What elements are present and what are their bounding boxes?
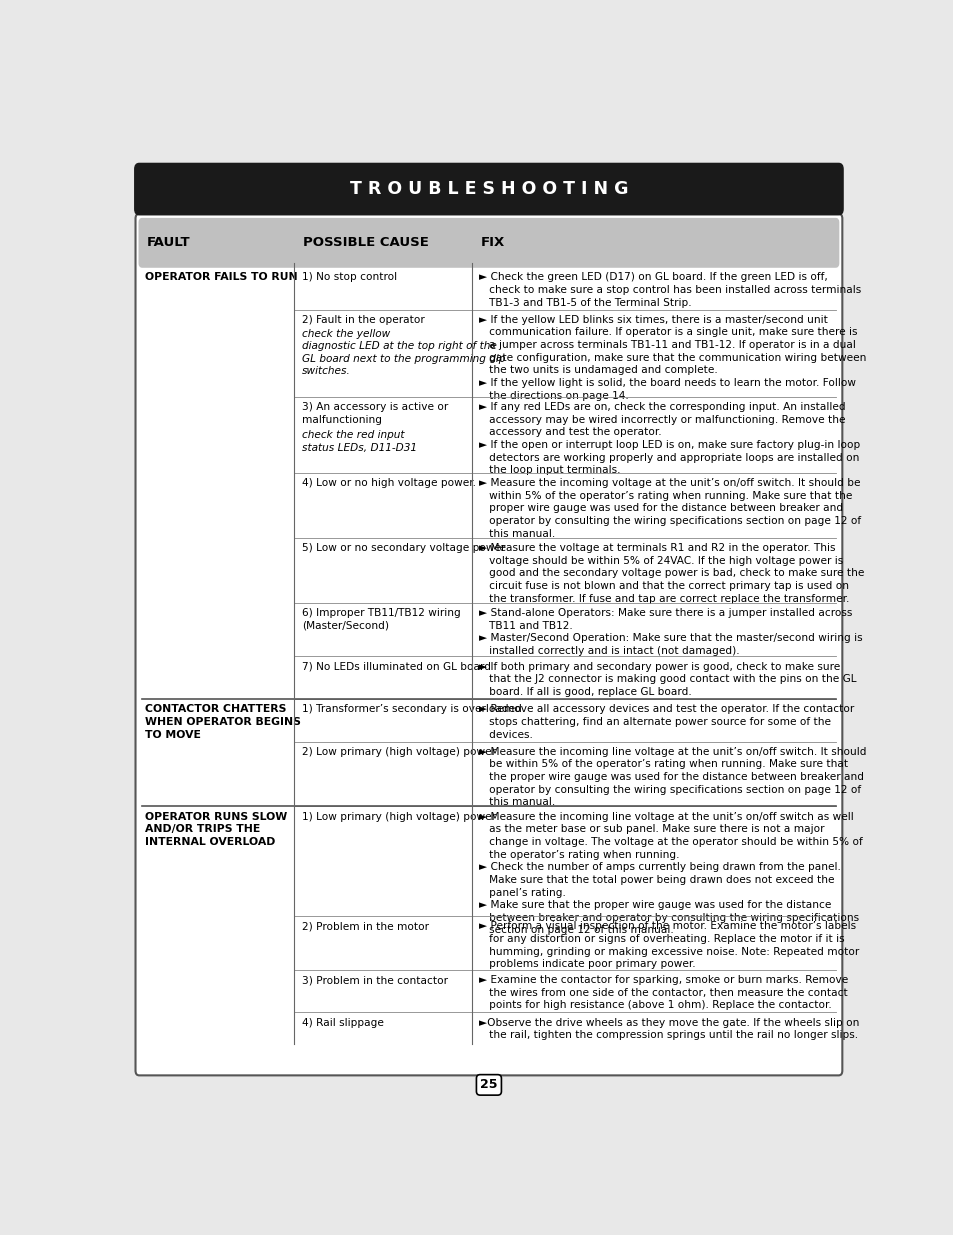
Text: ►Observe the drive wheels as they move the gate. If the wheels slip on
   the ra: ►Observe the drive wheels as they move t… [478,1018,859,1040]
Text: 7) No LEDs illuminated on GL board: 7) No LEDs illuminated on GL board [301,662,491,672]
Text: ► Measure the voltage at terminals R1 and R2 in the operator. This
   voltage sh: ► Measure the voltage at terminals R1 an… [478,543,863,604]
Text: 3) An accessory is active or
malfunctioning: 3) An accessory is active or malfunction… [301,403,448,425]
Text: ► Perform a visual inspection of the motor. Examine the motor’s labels
   for an: ► Perform a visual inspection of the mot… [478,921,859,969]
Text: 4) Rail slippage: 4) Rail slippage [301,1018,383,1028]
Text: ► Measure the incoming line voltage at the unit’s on/off switch. It should
   be: ► Measure the incoming line voltage at t… [478,747,866,808]
Text: CONTACTOR CHATTERS
WHEN OPERATOR BEGINS
TO MOVE: CONTACTOR CHATTERS WHEN OPERATOR BEGINS … [145,704,301,740]
Text: check the red input
status LEDs, D11-D31: check the red input status LEDs, D11-D31 [301,430,416,453]
Text: POSSIBLE CAUSE: POSSIBLE CAUSE [303,236,429,249]
Text: 6) Improper TB11/TB12 wiring
(Master/Second): 6) Improper TB11/TB12 wiring (Master/Sec… [301,608,460,631]
FancyBboxPatch shape [134,163,842,215]
Text: ► Measure the incoming voltage at the unit’s on/off switch. It should be
   with: ► Measure the incoming voltage at the un… [478,478,861,538]
Text: 25: 25 [479,1078,497,1092]
Text: 1) Low primary (high voltage) power: 1) Low primary (high voltage) power [301,811,496,821]
Text: 2) Fault in the operator: 2) Fault in the operator [301,315,428,325]
Text: 4) Low or no high voltage power.: 4) Low or no high voltage power. [301,478,476,488]
Text: ► Check the green LED (D17) on GL board. If the green LED is off,
   check to ma: ► Check the green LED (D17) on GL board.… [478,272,861,308]
Text: OPERATOR FAILS TO RUN: OPERATOR FAILS TO RUN [145,272,297,283]
Text: ► Remove all accessory devices and test the operator. If the contactor
   stops : ► Remove all accessory devices and test … [478,704,854,740]
FancyBboxPatch shape [139,219,838,267]
Text: 5) Low or no secondary voltage power: 5) Low or no secondary voltage power [301,543,505,553]
Text: 2) Low primary (high voltage) power: 2) Low primary (high voltage) power [301,747,496,757]
Text: 1) Transformer’s secondary is overloaded: 1) Transformer’s secondary is overloaded [301,704,521,714]
Text: T R O U B L E S H O O T I N G: T R O U B L E S H O O T I N G [350,180,627,198]
Text: FAULT: FAULT [147,236,190,249]
Text: OPERATOR RUNS SLOW
AND/OR TRIPS THE
INTERNAL OVERLOAD: OPERATOR RUNS SLOW AND/OR TRIPS THE INTE… [145,811,287,847]
Text: ► If any red LEDs are on, check the corresponding input. An installed
   accesso: ► If any red LEDs are on, check the corr… [478,403,860,475]
Text: 3) Problem in the contactor: 3) Problem in the contactor [301,976,447,986]
Text: ► Measure the incoming line voltage at the unit’s on/off switch as well
   as th: ► Measure the incoming line voltage at t… [478,811,862,935]
Text: 2) Problem in the motor: 2) Problem in the motor [301,921,429,931]
Text: ► Examine the contactor for sparking, smoke or burn marks. Remove
   the wires f: ► Examine the contactor for sparking, sm… [478,976,847,1010]
Text: ► If the yellow LED blinks six times, there is a master/second unit
   communica: ► If the yellow LED blinks six times, th… [478,315,865,400]
Text: 1) No stop control: 1) No stop control [301,272,396,283]
Text: check the yellow
diagnostic LED at the top right of the
GL board next to the pro: check the yellow diagnostic LED at the t… [301,329,505,377]
Text: ► If both primary and secondary power is good, check to make sure
   that the J2: ► If both primary and secondary power is… [478,662,856,697]
FancyBboxPatch shape [135,214,841,1076]
Text: ► Stand-alone Operators: Make sure there is a jumper installed across
   TB11 an: ► Stand-alone Operators: Make sure there… [478,608,862,656]
Text: FIX: FIX [480,236,504,249]
